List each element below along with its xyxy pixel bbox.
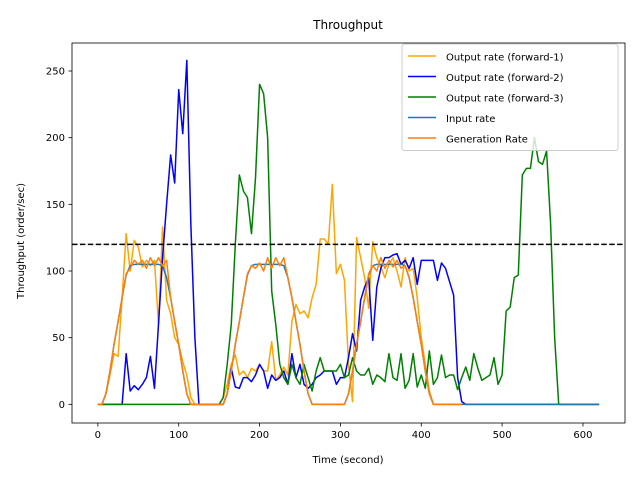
y-axis-label: Throughput (order/sec) (16, 183, 27, 300)
plot-area: 0 100 200 300 400 500 600 0 50 100 150 200 250 (46, 42, 626, 441)
legend-box (401, 43, 619, 151)
plot-frame (71, 42, 626, 424)
x-tick-label: 100 (169, 430, 188, 441)
x-tick-label: 0 (95, 430, 101, 441)
series-line-5 (97, 256, 462, 406)
chart-title: Throughput (312, 18, 383, 32)
x-tick-label: 600 (573, 430, 592, 441)
y-tick-label: 200 (46, 133, 65, 144)
x-tick-label: 400 (412, 430, 431, 441)
legend: Output rate (forward-1) Output rate (forw… (401, 43, 619, 151)
y-tick-label: 250 (46, 67, 65, 78)
legend-label-4: Input rate (446, 114, 495, 125)
x-axis-label: Time (second) (311, 455, 383, 466)
series-line-3 (97, 83, 600, 406)
y-tick-label: 150 (46, 200, 65, 211)
legend-label-3: Output rate (forward-3) (446, 94, 564, 105)
y-tick-label: 100 (46, 267, 65, 278)
x-tick-label: 300 (331, 430, 350, 441)
y-tick-label: 0 (59, 400, 65, 411)
legend-label-1: Output rate (forward-1) (446, 53, 564, 64)
legend-label-5: Generation Rate (446, 135, 528, 146)
legend-label-2: Output rate (forward-2) (446, 73, 564, 84)
x-tick-label: 200 (250, 430, 269, 441)
y-tick-label: 50 (52, 333, 65, 344)
series-group (97, 59, 600, 406)
x-tick-label: 500 (493, 430, 512, 441)
